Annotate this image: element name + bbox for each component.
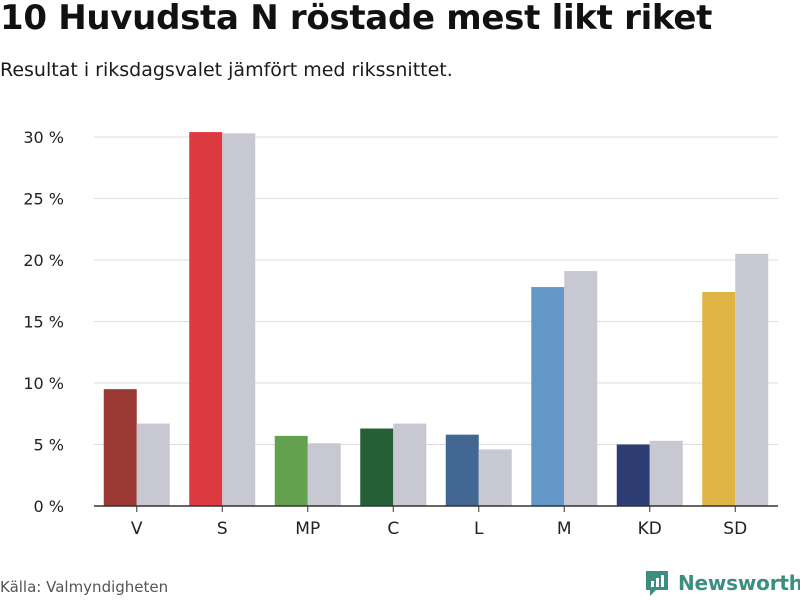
bar-national-kd [649,440,683,506]
y-tick-label: 15 % [23,313,64,332]
y-tick-label: 10 % [23,374,64,393]
x-tick-label: V [131,519,143,539]
newsworthy-logo-icon [646,571,668,596]
brand-logo: Newsworthy [644,568,800,598]
x-tick-label: KD [638,519,662,539]
bar-local-s [189,132,223,506]
brand-name: Newsworthy [678,571,800,595]
bar-national-m [564,271,598,506]
x-tick-label: C [387,519,399,539]
y-tick-label: 20 % [23,251,64,270]
x-tick-label: M [557,519,572,539]
bar-national-c [393,423,427,506]
y-tick-label: 5 % [34,436,64,455]
bar-national-l [478,449,512,506]
chart-title: 10 Huvudsta N röstade mest likt riket [0,0,713,38]
x-tick-label: MP [295,519,320,539]
chart-subtitle: Resultat i riksdagsvalet jämfört med rik… [0,59,453,81]
x-tick-label: L [474,519,484,539]
x-tick-label: S [217,519,228,539]
bar-local-v [103,389,137,506]
bar-national-v [136,423,170,506]
bar-national-mp [307,443,341,506]
y-tick-label: 30 % [23,128,64,147]
source-note: Källa: Valmyndigheten [0,578,169,596]
y-tick-label: 25 % [23,190,64,209]
bar-local-m [531,287,565,506]
bar-local-c [360,428,394,506]
bar-local-sd [702,291,736,506]
bar-local-l [445,434,479,506]
bar-local-kd [616,444,650,506]
bar-local-mp [274,435,308,506]
y-tick-label: 0 % [34,497,64,516]
bar-national-s [222,133,256,506]
x-tick-label: SD [723,519,747,539]
bar-national-sd [735,253,769,506]
